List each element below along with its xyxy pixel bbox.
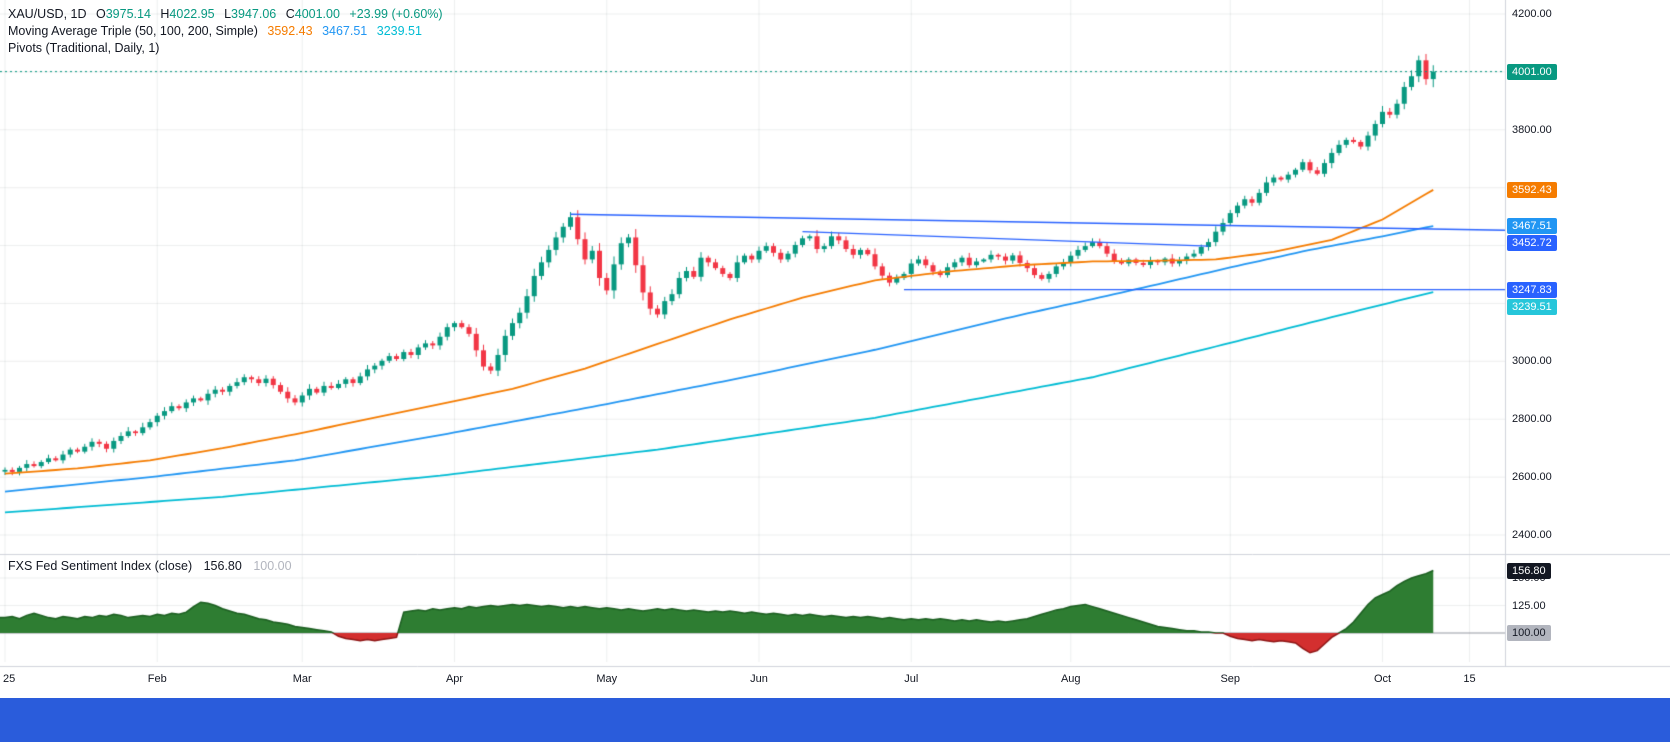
price-badge: 3452.72 [1507,235,1557,251]
time-axis-label: 15 [1463,673,1476,685]
bottom-bar [0,698,1670,742]
sentiment-legend-row[interactable]: FXS Fed Sentiment Index (close) 156.80 1… [8,559,300,573]
price-badge: 3239.51 [1507,298,1557,315]
time-axis-label: Jul [904,673,919,685]
open-label: O [95,7,106,21]
ma50-value: 3592.43 [267,24,313,38]
time-axis-label: Jun [750,673,768,685]
low-label: L [224,7,232,21]
price-badge: 3592.43 [1507,181,1557,198]
pivots-legend-row[interactable]: Pivots (Traditional, Daily, 1) [8,40,449,57]
sentiment-value: 156.80 [203,559,242,573]
time-axis-label: Sep [1220,673,1241,685]
time-axis-label: Apr [445,673,464,685]
close-label: C [285,7,295,21]
ma-title: Moving Average Triple (50, 100, 200, Sim… [8,24,258,38]
ma-legend-row[interactable]: Moving Average Triple (50, 100, 200, Sim… [8,23,449,40]
sentiment-badge: 100.00 [1507,625,1551,641]
time-axis-label: Aug [1060,673,1081,685]
time-axis-label: Oct [1373,673,1392,685]
open-value: 3975.14 [105,7,151,21]
pivots-title: Pivots (Traditional, Daily, 1) [8,41,160,55]
low-value: 3947.06 [231,7,277,21]
price-axis-label: 2800.00 [1512,413,1552,426]
change-value: +23.99 (+0.60%) [349,7,443,21]
time-axis-label: Mar [292,673,312,685]
price-axis-label: 2400.00 [1512,529,1552,541]
symbol-title: XAU/USD, 1D [8,7,87,21]
price-axis-label: 2600.00 [1512,471,1552,484]
high-value: 4022.95 [169,7,215,21]
time-axis-label: 25 [3,673,16,685]
price-badge: 3467.51 [1507,218,1557,234]
symbol-legend-row[interactable]: XAU/USD, 1D O3975.14 H4022.95 L3947.06 C… [8,6,449,23]
sentiment-axis-label: 125.00 [1512,599,1546,612]
ma100-value: 3467.51 [322,24,368,38]
time-axis-label: May [596,673,618,685]
price-badge: 4001.00 [1507,63,1557,80]
sentiment-baseline-value: 100.00 [253,559,292,573]
price-axis-label: 4200.00 [1512,8,1552,20]
time-axis-label: Feb [147,673,167,685]
chart-legend: XAU/USD, 1D O3975.14 H4022.95 L3947.06 C… [8,6,449,57]
ma200-value: 3239.51 [376,24,422,38]
price-axis-label: 3000.00 [1512,355,1552,368]
sentiment-title: FXS Fed Sentiment Index (close) [8,559,193,573]
price-badge: 3247.83 [1507,281,1557,298]
high-label: H [160,7,170,21]
sentiment-badge: 156.80 [1507,562,1551,579]
close-value: 4001.00 [294,7,340,21]
price-axis-label: 3800.00 [1512,123,1552,136]
